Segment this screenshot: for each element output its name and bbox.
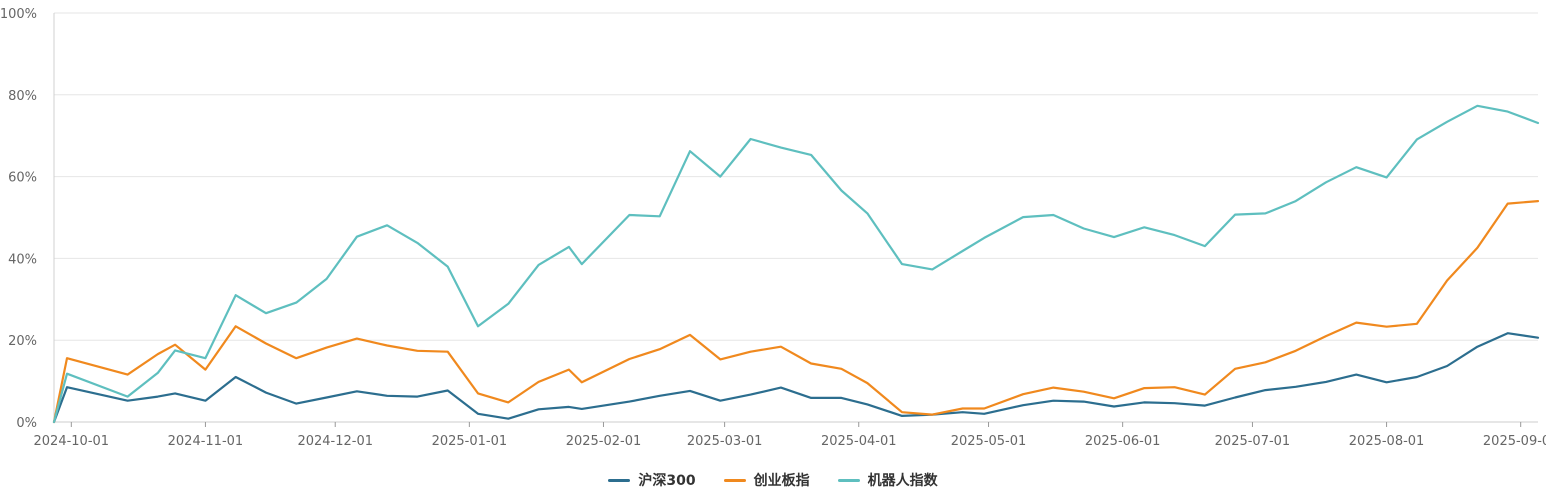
legend-swatch-hs300: [608, 478, 631, 482]
axes: 0% 20% 40% 60% 80% 100% 2024-10-01 2024-11-01 20…: [0, 7, 1546, 449]
legend-item-robot[interactable]: 机器人指数: [837, 470, 938, 490]
series-line-0: [52, 332, 1540, 424]
x-tick-label: 2025-02-01: [566, 434, 642, 449]
y-tick-label: 60%: [8, 171, 37, 186]
legend: 沪深300 创业板指 机器人指数: [0, 470, 1546, 490]
series-lines: [52, 104, 1540, 424]
legend-item-chinext[interactable]: 创业板指: [723, 470, 810, 490]
y-tick-label: 80%: [8, 89, 37, 104]
legend-label-hs300: 沪深300: [638, 473, 696, 489]
legend-swatch-chinext: [723, 478, 746, 482]
legend-label-robot: 机器人指数: [867, 473, 938, 489]
x-tick-label: 2025-03-01: [687, 434, 763, 449]
x-tick-label: 2025-08-01: [1349, 434, 1425, 449]
legend-item-hs300[interactable]: 沪深300: [608, 470, 696, 490]
y-tick-label: 40%: [8, 252, 37, 267]
legend-label-chinext: 创业板指: [753, 473, 810, 489]
x-tick-label: 2025-09-01: [1483, 434, 1546, 449]
legend-swatch-robot: [837, 478, 860, 482]
x-tick-label: 2024-12-01: [297, 434, 373, 449]
series-line-2: [52, 104, 1540, 424]
y-tick-label: 100%: [0, 7, 37, 22]
x-tick-label: 2025-01-01: [432, 434, 508, 449]
x-tick-label: 2025-06-01: [1085, 434, 1161, 449]
x-tick-label: 2024-11-01: [168, 434, 244, 449]
y-tick-label: 0%: [16, 416, 37, 431]
y-tick-label: 20%: [8, 334, 37, 349]
x-tick-label: 2025-05-01: [951, 434, 1027, 449]
x-tick-label: 2025-04-01: [821, 434, 897, 449]
series-line-1: [52, 200, 1540, 424]
grid-lines: [54, 12, 1538, 423]
x-tick-label: 2024-10-01: [34, 434, 110, 449]
x-tick-label: 2025-07-01: [1215, 434, 1291, 449]
